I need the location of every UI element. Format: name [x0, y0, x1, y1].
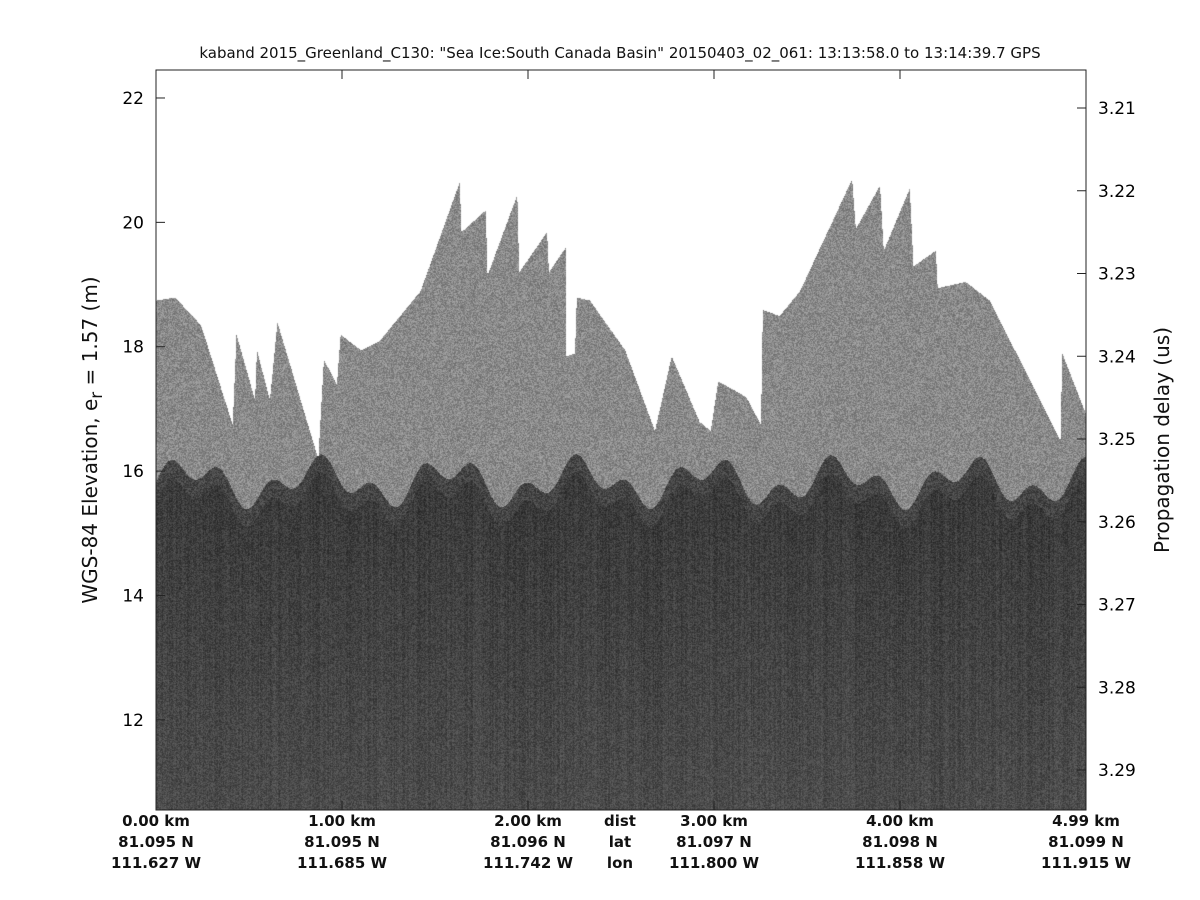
x-row-labels: dist lat lon	[560, 811, 680, 874]
x-label-lon: 111.742 W	[482, 854, 574, 872]
y-label-unit: = 1.57 (m)	[78, 276, 102, 392]
echogram-plot	[156, 70, 1086, 810]
x-label-dist: 2.00 km	[494, 812, 562, 830]
y-tick-label: 18	[122, 338, 144, 358]
x-label-lon: 111.685 W	[296, 854, 388, 872]
y-tick-label: 22	[122, 89, 144, 109]
x-tick-label-group: 4.99 km 81.099 N 111.915 W	[1026, 811, 1146, 874]
x-tick-label-group: 3.00 km 81.097 N 111.800 W	[654, 811, 774, 874]
y-tick-label: 12	[122, 711, 144, 731]
y-tick-label: 16	[122, 462, 144, 482]
y-axis-label: WGS-84 Elevation, er = 1.57 (m)	[78, 276, 106, 603]
y-label-text: WGS-84 Elevation, e	[78, 398, 102, 604]
x-label-lon: 111.915 W	[1040, 854, 1132, 872]
x-label-lon: 111.800 W	[668, 854, 760, 872]
y2-tick-label: 3.25	[1098, 430, 1136, 450]
x-label-lat: 81.098 N	[862, 833, 938, 851]
x-label-lat: 81.097 N	[676, 833, 752, 851]
y2-tick-label: 3.26	[1098, 513, 1136, 533]
x-tick-label-group: 1.00 km 81.095 N 111.685 W	[282, 811, 402, 874]
x-label-dist: 3.00 km	[680, 812, 748, 830]
y2-tick-label: 3.28	[1098, 678, 1136, 698]
y-label-subscript: r	[87, 391, 106, 399]
y-tick-label: 20	[122, 213, 144, 233]
x-label-dist: 1.00 km	[308, 812, 376, 830]
x-tick-label-group: 4.00 km 81.098 N 111.858 W	[840, 811, 960, 874]
x-label-lat: 81.095 N	[118, 833, 194, 851]
y2-tick-label: 3.21	[1098, 99, 1136, 119]
y2-tick-label: 3.22	[1098, 182, 1136, 202]
x-label-lon: 111.627 W	[110, 854, 202, 872]
x-label-lat: lat	[608, 833, 632, 851]
x-label-dist: 4.00 km	[866, 812, 934, 830]
x-label-lon: 111.858 W	[854, 854, 946, 872]
echogram-image	[156, 70, 1086, 810]
x-label-lon: lon	[606, 854, 634, 872]
y2-tick-label: 3.23	[1098, 265, 1136, 285]
x-tick-label-group: 2.00 km 81.096 N 111.742 W	[468, 811, 588, 874]
x-label-dist: 0.00 km	[122, 812, 190, 830]
y2-tick-label: 3.27	[1098, 596, 1136, 616]
y-tick-label: 14	[122, 586, 144, 606]
x-label-dist: 4.99 km	[1052, 812, 1120, 830]
x-label-dist: dist	[604, 812, 636, 830]
x-label-lat: 81.099 N	[1048, 833, 1124, 851]
chart-title: kaband 2015_Greenland_C130: "Sea Ice:Sou…	[199, 44, 1041, 62]
x-tick-label-group: 0.00 km 81.095 N 111.627 W	[96, 811, 216, 874]
y2-axis-label: Propagation delay (us)	[1150, 326, 1174, 554]
y2-tick-label: 3.24	[1098, 347, 1136, 367]
x-label-lat: 81.096 N	[490, 833, 566, 851]
plot-frame	[155, 69, 1087, 811]
x-label-lat: 81.095 N	[304, 833, 380, 851]
y2-tick-label: 3.29	[1098, 761, 1136, 781]
